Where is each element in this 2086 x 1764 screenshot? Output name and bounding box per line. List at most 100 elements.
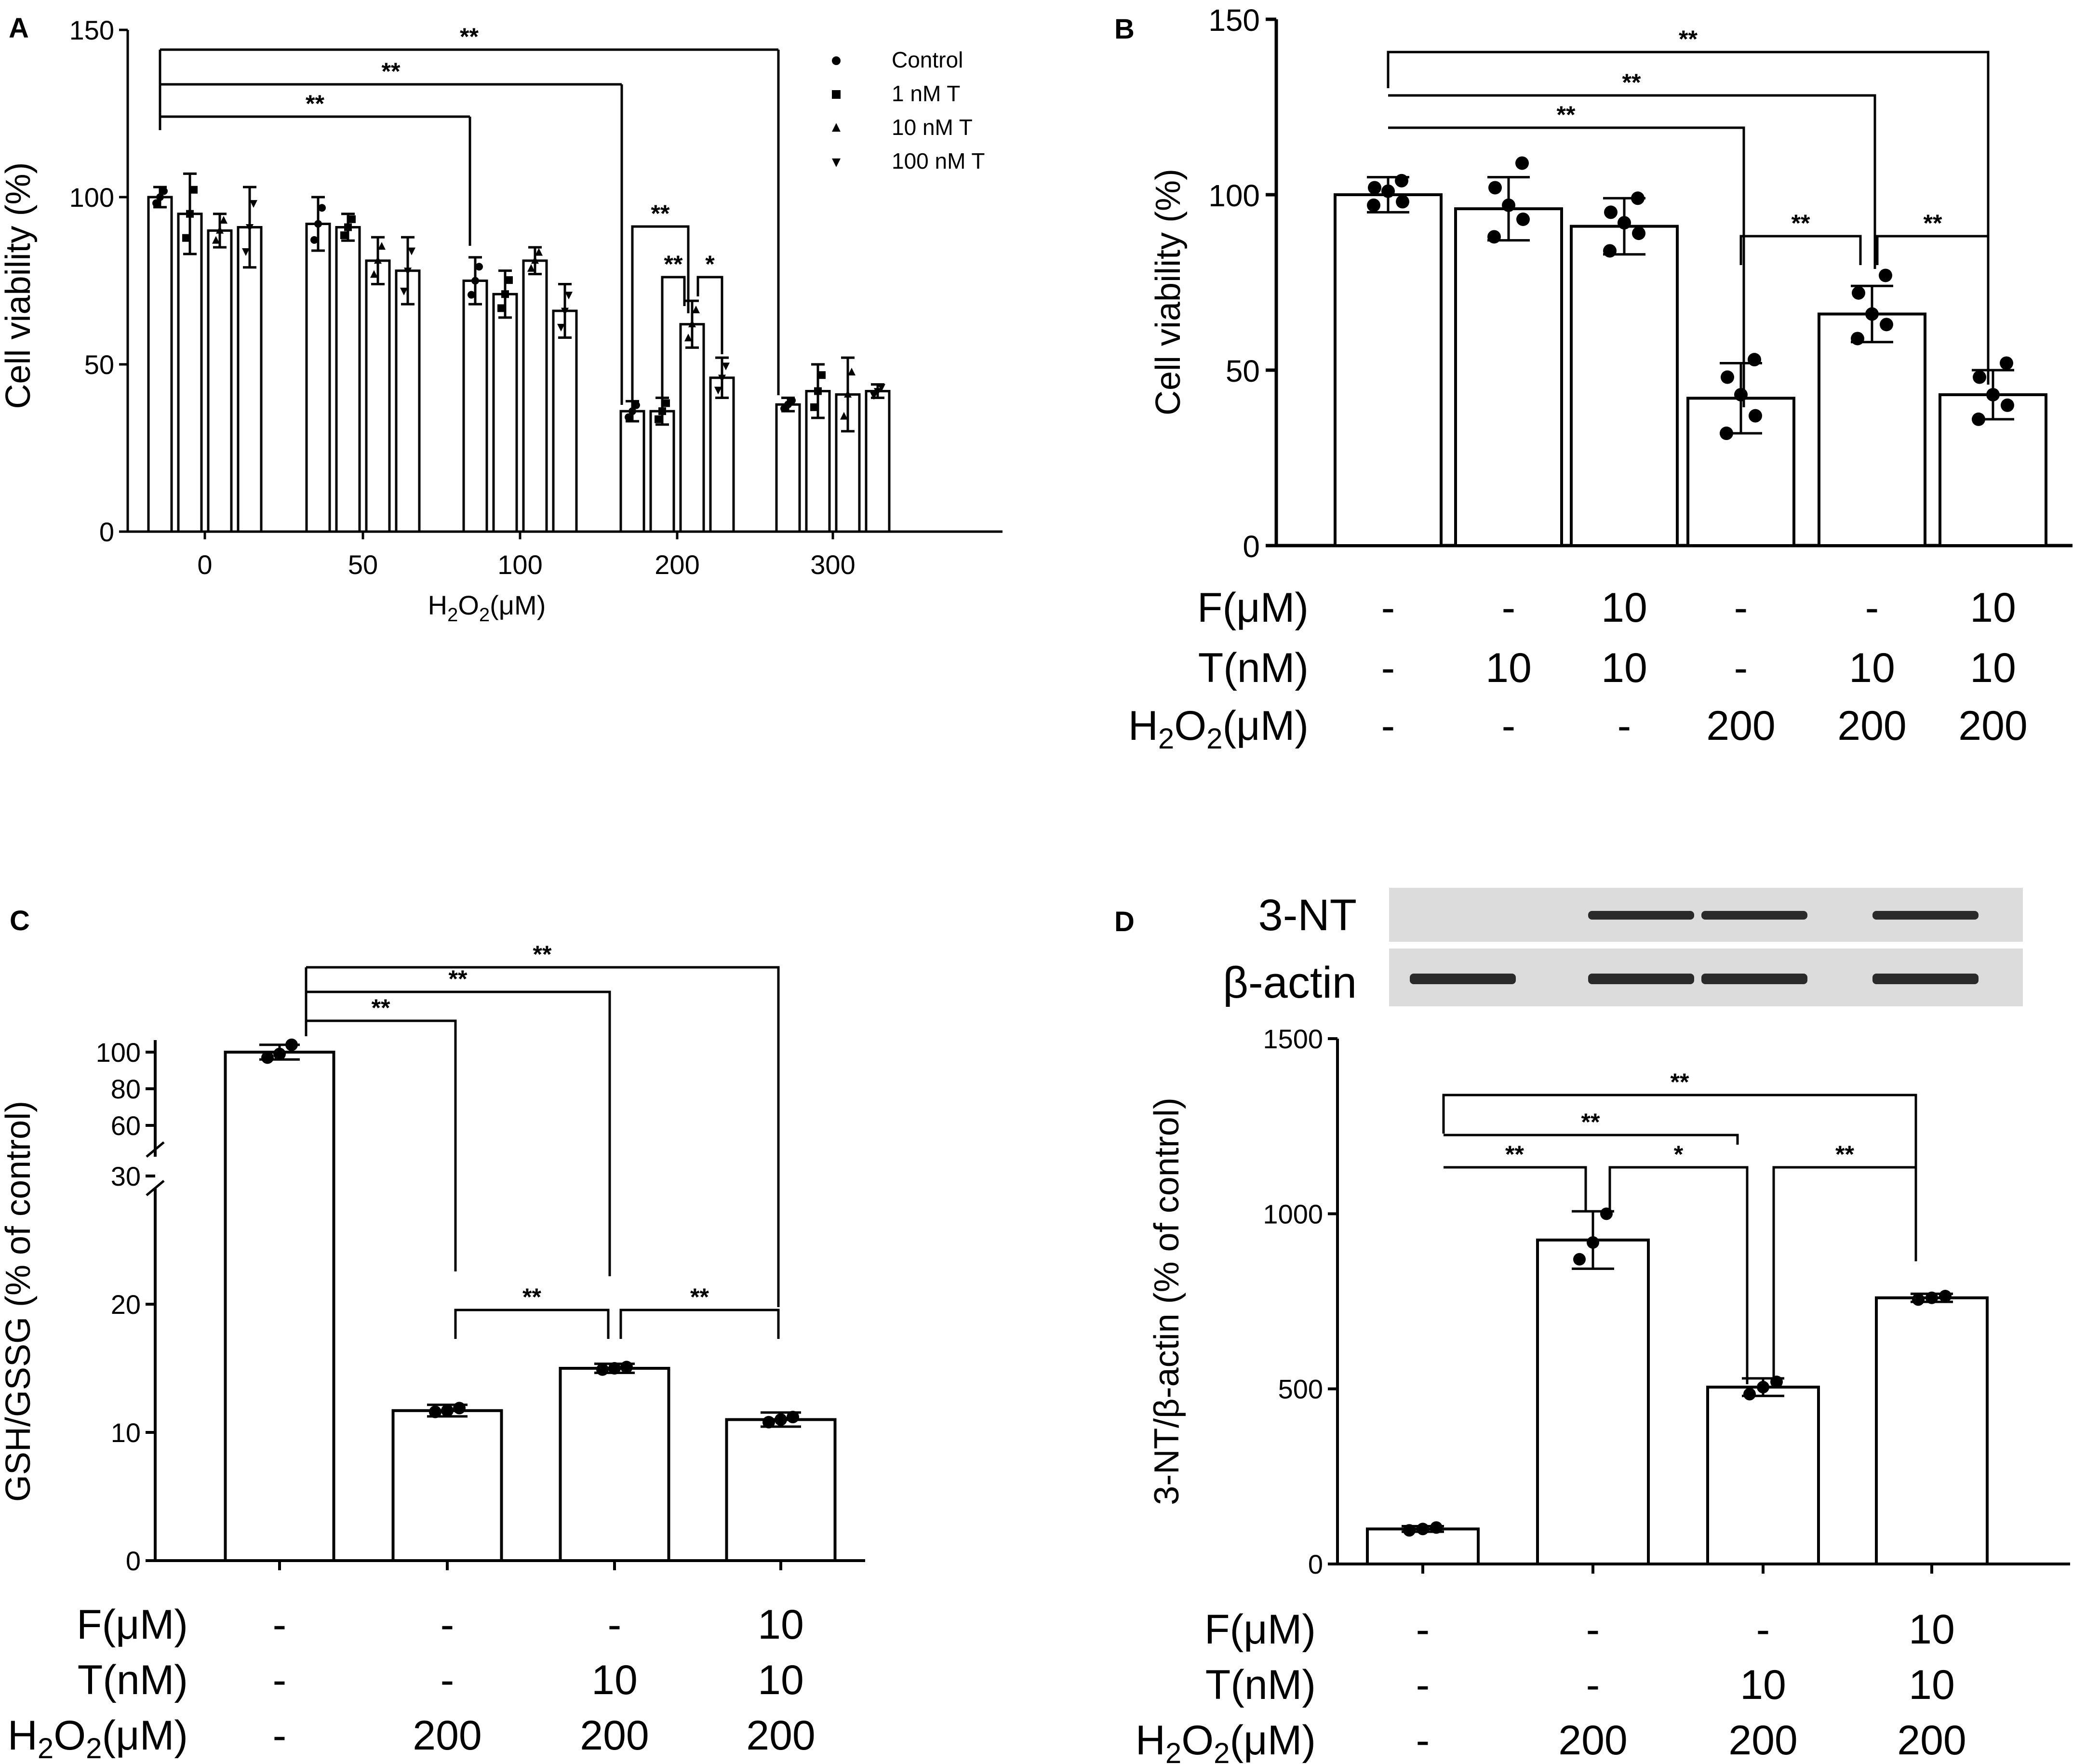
bar xyxy=(649,410,675,533)
significance-label: ** xyxy=(664,251,683,278)
y-tick-label: 100 xyxy=(96,1037,141,1068)
significance-bracket-line xyxy=(631,225,690,400)
significance-bracket-line xyxy=(696,276,723,354)
blot-band-3nt xyxy=(1701,911,1807,920)
bar xyxy=(725,1418,837,1562)
condition-value: - xyxy=(273,1602,287,1648)
condition-value: - xyxy=(1734,645,1748,691)
condition-value: 10 xyxy=(1601,645,1647,691)
bar xyxy=(207,229,233,533)
data-point xyxy=(370,270,378,278)
significance-bracket: ** xyxy=(1444,1109,1739,1145)
data-point xyxy=(468,291,475,299)
data-point xyxy=(531,256,539,264)
data-point xyxy=(1631,191,1645,205)
data-point xyxy=(1381,184,1395,198)
significance-bracket-line xyxy=(661,276,686,398)
significance-bracket-line xyxy=(306,966,780,1307)
condition-value: - xyxy=(1381,645,1395,691)
data-point xyxy=(441,1404,454,1417)
condition-label-f: F(μM) xyxy=(1204,1606,1316,1653)
significance-bracket: ** xyxy=(454,1283,610,1339)
bar xyxy=(1536,1238,1650,1565)
condition-value: 200 xyxy=(1558,1717,1628,1764)
significance-bracket-line xyxy=(1876,235,1990,265)
condition-value: - xyxy=(441,1602,455,1648)
condition-value: 200 xyxy=(1837,703,1907,749)
significance-label: ** xyxy=(306,90,324,117)
y-axis-label: 3-NT/β-actin (% of control) xyxy=(1148,1097,1186,1505)
bar xyxy=(1818,312,1926,548)
significance-bracket-line xyxy=(306,990,611,1276)
bar xyxy=(1570,225,1679,547)
x-tick-label: 100 xyxy=(497,549,542,580)
significance-label: ** xyxy=(1835,1141,1854,1168)
condition-label-f: F(μM) xyxy=(77,1602,188,1648)
data-point xyxy=(810,403,818,411)
legend-label: 100 nM T xyxy=(892,148,985,174)
y-tick-label: 60 xyxy=(111,1110,141,1141)
data-point xyxy=(246,224,254,232)
data-point xyxy=(1573,1253,1586,1266)
data-point xyxy=(1770,1376,1783,1389)
significance-bracket-line xyxy=(1739,235,1862,265)
data-point xyxy=(314,220,322,228)
data-point xyxy=(655,415,662,423)
condition-value: - xyxy=(1586,1606,1600,1653)
panel-c: C 0 10 20 30 60 80 100 GSH/GSSG (% of control) **… xyxy=(0,905,865,1764)
data-point xyxy=(1743,1388,1756,1401)
data-point xyxy=(1368,181,1381,195)
bar xyxy=(559,1367,670,1562)
y-tick-label: 1000 xyxy=(1263,1199,1323,1229)
data-point xyxy=(775,1413,787,1426)
data-point xyxy=(714,387,722,395)
data-point xyxy=(844,389,852,398)
data-point xyxy=(874,388,882,396)
data-point xyxy=(2000,356,2013,370)
significance-label: ** xyxy=(1679,26,1698,53)
data-point xyxy=(190,186,198,194)
significance-bracket: * xyxy=(696,251,723,354)
data-point xyxy=(1972,412,1985,426)
significance-bracket: ** xyxy=(306,965,611,1276)
condition-value: - xyxy=(1416,1606,1430,1653)
data-point xyxy=(374,256,382,264)
data-point xyxy=(608,1362,621,1375)
significance-label: * xyxy=(705,251,715,278)
bar xyxy=(522,259,548,533)
data-point xyxy=(475,263,483,271)
data-point xyxy=(628,407,636,415)
y-axis-label: Cell viability (%) xyxy=(0,162,38,409)
data-point xyxy=(1851,332,1864,346)
bar xyxy=(1334,193,1443,547)
data-point xyxy=(692,305,700,313)
condition-value: - xyxy=(1502,585,1516,631)
condition-value: - xyxy=(608,1602,622,1648)
legend-marker xyxy=(832,56,841,65)
data-point xyxy=(1488,181,1502,195)
blot-band-actin xyxy=(1588,974,1694,984)
data-point xyxy=(242,248,250,256)
panel-label-a: A xyxy=(9,13,29,44)
significance-bracket-line xyxy=(1444,1166,1587,1211)
bar xyxy=(365,259,391,533)
data-point xyxy=(561,307,569,316)
data-point xyxy=(1516,212,1530,226)
blot-band-actin xyxy=(1701,974,1807,984)
data-point xyxy=(565,292,573,300)
y-tick-label: 150 xyxy=(69,15,114,45)
data-point xyxy=(156,193,164,201)
data-point xyxy=(408,247,415,255)
y-tick-label: 100 xyxy=(1208,178,1260,213)
data-point xyxy=(718,374,726,383)
y-tick-label: 500 xyxy=(1278,1374,1323,1404)
blot-label-3nt: 3-NT xyxy=(1258,891,1357,940)
bar xyxy=(679,323,705,533)
data-point xyxy=(1926,1291,1938,1304)
significance-bracket-line xyxy=(1387,51,1990,385)
data-point xyxy=(1603,244,1617,258)
data-point xyxy=(429,1405,441,1418)
condition-value: - xyxy=(1381,703,1395,749)
significance-bracket: ** xyxy=(1387,26,1990,385)
